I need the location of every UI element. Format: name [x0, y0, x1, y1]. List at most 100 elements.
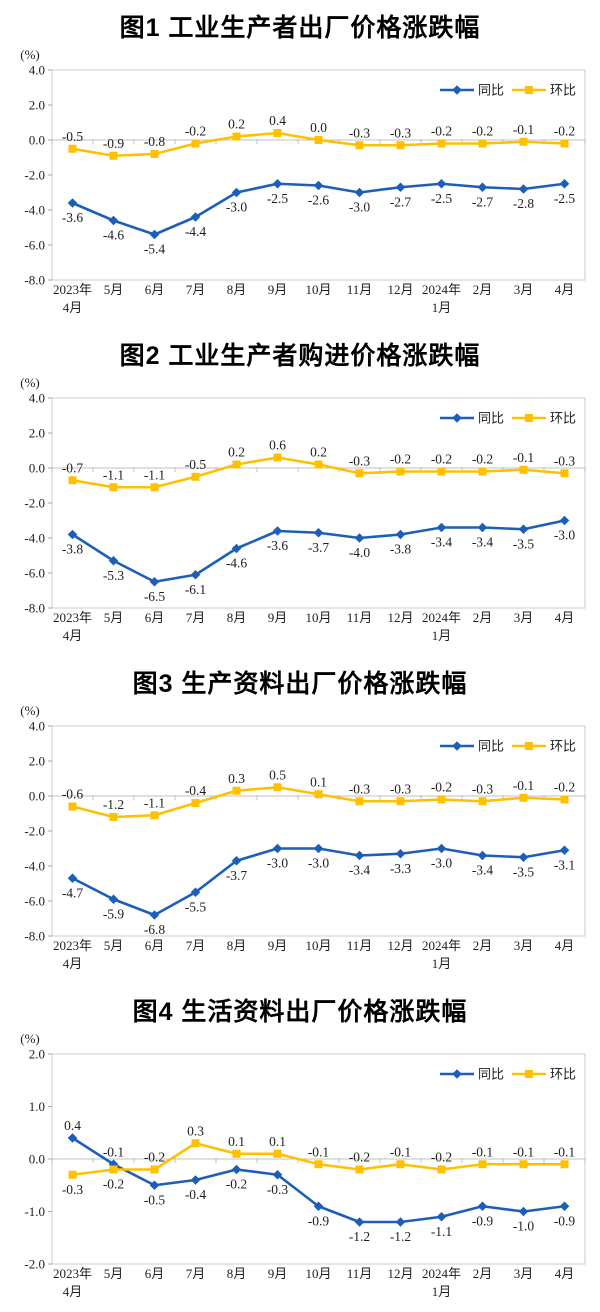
- diamond-marker: [395, 1217, 406, 1227]
- square-marker: [478, 467, 487, 476]
- x-tick-label: 1月: [432, 1284, 452, 1299]
- chart-block-2: 图2 工业生产者购进价格涨跌幅 (%) 4.0 2.0 0.0 -2.0 -4.0 -6.0…: [0, 328, 600, 656]
- square-marker: [314, 460, 323, 469]
- square-marker: [437, 1165, 446, 1174]
- x-tick-label: 10月: [305, 938, 331, 953]
- square-marker: [150, 1165, 159, 1174]
- x-tick-label: 11月: [347, 938, 373, 953]
- data-label: -1.1: [144, 795, 165, 810]
- data-label: -0.1: [472, 1144, 493, 1159]
- square-marker: [396, 797, 405, 806]
- data-label: -2.5: [267, 191, 289, 206]
- data-label: -6.1: [185, 582, 206, 597]
- x-tick-label: 6月: [145, 282, 165, 297]
- square-marker: [355, 797, 364, 806]
- x-tick-label: 12月: [387, 282, 413, 297]
- data-label: -0.9: [103, 136, 125, 151]
- x-tick-label: 11月: [347, 610, 373, 625]
- legend-label-huanbi: 环比: [550, 1067, 576, 1082]
- square-marker: [232, 460, 241, 469]
- x-tick-label: 9月: [268, 1266, 288, 1281]
- x-tick-label: 7月: [186, 282, 206, 297]
- data-label: -3.8: [62, 542, 84, 557]
- x-tick-label: 9月: [268, 610, 288, 625]
- data-label: -3.5: [513, 864, 535, 879]
- square-marker: [109, 151, 118, 160]
- data-label: -0.8: [144, 134, 166, 149]
- x-tick-label: 7月: [186, 610, 206, 625]
- diamond-marker: [477, 182, 488, 193]
- diamond-marker: [354, 1217, 365, 1227]
- diamond-marker: [477, 1201, 488, 1212]
- diamond-marker: [518, 1206, 529, 1217]
- x-tick-label: 10月: [305, 282, 331, 297]
- data-label: 0.2: [228, 117, 245, 132]
- data-label: 0.3: [187, 1123, 204, 1138]
- data-label: 0.4: [269, 113, 286, 128]
- diamond-marker: [67, 198, 78, 208]
- square-marker: [273, 129, 282, 137]
- legend: 同比 环比: [440, 411, 576, 426]
- data-label: -0.2: [554, 124, 575, 139]
- y-tick-label: 0.0: [29, 789, 45, 804]
- chart-block-4: 图4 生活资料出厂价格涨跌幅 (%) 2.0 1.0 0.0 -1.0 -2.0 2023年…: [0, 984, 600, 1312]
- data-label: -0.2: [144, 1150, 165, 1165]
- x-tick-label: 9月: [268, 282, 288, 297]
- data-label: -0.7: [62, 460, 84, 475]
- diamond-marker: [436, 178, 447, 189]
- square-marker: [355, 141, 364, 150]
- x-tick-label: 4月: [63, 628, 83, 643]
- legend-label-tongbi: 同比: [478, 83, 504, 98]
- diamond-marker: [559, 1201, 570, 1212]
- square-marker: [525, 86, 533, 94]
- square-marker: [150, 483, 159, 492]
- square-marker: [355, 469, 364, 478]
- diamond-marker: [559, 515, 570, 526]
- diamond-marker: [518, 524, 529, 535]
- square-marker: [355, 1165, 364, 1174]
- y-tick-label: -1.0: [24, 1204, 45, 1219]
- square-marker: [478, 797, 487, 806]
- x-tick-label: 8月: [227, 610, 247, 625]
- y-axis-unit-label: (%): [20, 703, 40, 718]
- legend-label-tongbi: 同比: [478, 739, 504, 754]
- series-tongbi: -3.6 -4.6 -5.4 -4.4 -3.0 -2.5 -2.6 -3.0 -2.7 -2.5…: [62, 178, 575, 257]
- x-tick-label: 12月: [387, 938, 413, 953]
- data-label: -2.7: [390, 194, 412, 209]
- x-tick-label: 11月: [347, 282, 373, 297]
- square-marker: [150, 150, 159, 158]
- legend-label-huanbi: 环比: [550, 739, 576, 754]
- data-label: -4.0: [349, 545, 371, 560]
- square-marker: [396, 1160, 405, 1169]
- square-marker: [519, 1160, 528, 1169]
- x-tick-label: 2023年: [53, 1266, 92, 1281]
- square-marker: [314, 790, 323, 799]
- y-axis-unit-label: (%): [20, 47, 40, 62]
- data-label: -0.1: [554, 1144, 575, 1159]
- data-label: -0.1: [390, 1144, 411, 1159]
- y-tick-label: -2.0: [24, 168, 45, 183]
- y-tick-label: -2.0: [24, 824, 45, 839]
- data-label: -1.1: [144, 467, 165, 482]
- x-tick-label: 4月: [63, 956, 83, 971]
- square-marker: [560, 795, 569, 804]
- chart-4-title: 图4 生活资料出厂价格涨跌幅: [132, 998, 468, 1026]
- y-tick-label: -6.0: [24, 566, 45, 581]
- data-label: -1.2: [103, 797, 124, 812]
- data-label: -3.0: [349, 200, 371, 215]
- square-marker: [396, 467, 405, 476]
- data-label: 0.1: [310, 774, 327, 789]
- x-tick-label: 8月: [227, 282, 247, 297]
- y-tick-label: -6.0: [24, 238, 45, 253]
- data-label: 0.6: [269, 438, 286, 453]
- square-marker: [478, 1160, 487, 1169]
- zero-axis: [51, 1158, 586, 1163]
- data-label: -4.4: [185, 224, 207, 239]
- legend-label-tongbi: 同比: [478, 1067, 504, 1082]
- plot-frame: [51, 725, 586, 937]
- y-tick-label: -2.0: [24, 496, 45, 511]
- data-label: -0.3: [349, 781, 371, 796]
- data-label: -0.3: [390, 125, 412, 140]
- series-huanbi: -0.7 -1.1 -1.1 -0.5 0.2 0.6 0.2 -0.3 -0.2 -0.2 -0.…: [62, 438, 575, 492]
- data-label: -0.3: [62, 1182, 84, 1197]
